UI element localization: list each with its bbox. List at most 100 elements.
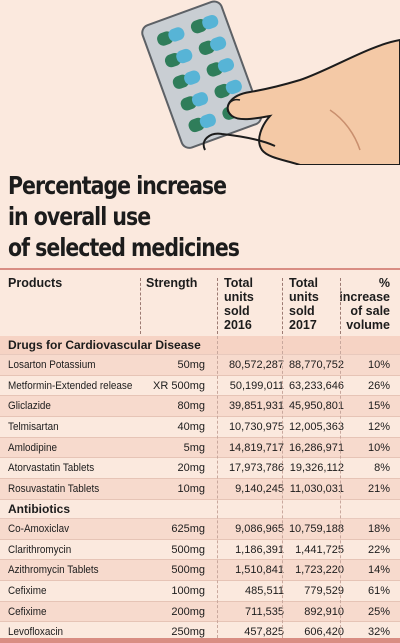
table-row: Azithromycin Tablets 500mg 1,510,841 1,723,… — [0, 560, 400, 581]
cell-sold-2016: 1,186,391 — [235, 543, 284, 556]
cell-sold-2017: 63,233,646 — [288, 379, 344, 392]
header-separator — [340, 278, 341, 334]
header-text: Products — [8, 276, 63, 290]
cell-product: Cefixime — [8, 605, 47, 618]
title-line-1: Percentage increase — [8, 171, 227, 200]
cell-strength: 5mg — [183, 441, 205, 454]
cell-product: Losarton Potassium — [8, 359, 96, 371]
header-text: increase — [339, 290, 390, 304]
header-text: 2017 — [289, 318, 317, 332]
cell-product: Rosuvastatin Tablets — [8, 483, 100, 496]
cell-percent-increase: 15% — [367, 400, 390, 413]
cell-sold-2016: 457,825 — [244, 626, 284, 639]
cell-sold-2016: 10,730,975 — [228, 421, 284, 434]
header-text: Total — [224, 276, 253, 290]
cell-product: Co-Amoxiclav — [8, 522, 70, 535]
header-text: of sale — [350, 304, 390, 318]
cell-product: Amlodipine — [8, 441, 57, 454]
medicines-table: Products Strength Total units sold 2016 Tot… — [0, 268, 400, 643]
header-text: units — [289, 290, 319, 304]
table-header: Products Strength Total units sold 2016 Tot… — [0, 268, 400, 336]
cell-sold-2016: 711,535 — [245, 605, 284, 618]
pill-hand-illustration — [141, 0, 400, 165]
table-row: Metformin-Extended release XR 500mg 50,199… — [0, 376, 400, 397]
capsule-icon — [157, 27, 185, 46]
cell-sold-2017: 1,441,725 — [295, 543, 344, 556]
cell-sold-2017: 16,286,971 — [288, 441, 344, 454]
cell-sold-2017: 779,529 — [304, 584, 344, 597]
cell-percent-increase: 25% — [367, 605, 390, 618]
header-text: sold — [224, 304, 250, 318]
cell-sold-2017: 606,420 — [304, 626, 344, 639]
capsule-icon — [180, 92, 209, 111]
capsule-icon — [214, 79, 242, 99]
section-heading: Antibiotics — [0, 500, 400, 519]
cell-percent-increase: 10% — [367, 441, 390, 454]
header-text: % — [378, 276, 390, 290]
header-text: Strength — [146, 276, 198, 290]
column-divider — [340, 336, 341, 643]
cell-sold-2016: 17,973,786 — [228, 462, 284, 475]
table-row: Co-Amoxiclav 625mg 9,086,965 10,759,188 18% — [0, 518, 400, 540]
cell-percent-increase: 8% — [374, 462, 390, 475]
header-text: sold — [289, 304, 315, 318]
cell-sold-2016: 1,510,841 — [235, 564, 284, 577]
cell-product: Clarithromycin — [8, 543, 72, 556]
header-text: units — [224, 290, 254, 304]
cell-product: Metformin-Extended release — [8, 379, 133, 392]
column-divider — [282, 336, 283, 643]
cell-strength: 625mg — [171, 522, 205, 535]
cell-percent-increase: 26% — [367, 379, 390, 392]
header-separator — [282, 278, 283, 334]
table-row: Rosuvastatin Tablets 10mg 9,140,245 11,030,… — [0, 479, 400, 500]
header-text: Total — [289, 276, 318, 290]
cell-sold-2017: 11,030,031 — [289, 483, 344, 496]
header-percent-increase: % increase of sale volume — [339, 276, 390, 332]
cell-sold-2017: 892,910 — [304, 605, 344, 618]
cell-percent-increase: 32% — [367, 626, 390, 639]
capsule-icon — [190, 14, 219, 34]
cell-strength: 200mg — [171, 605, 205, 618]
header-sold-2017: Total units sold 2017 — [289, 276, 319, 332]
cell-percent-increase: 14% — [367, 564, 390, 577]
table-row: Losarton Potassium 50mg 80,572,287 88,770,7… — [0, 355, 400, 376]
cell-sold-2017: 1,723,220 — [295, 564, 344, 577]
cell-strength: 500mg — [171, 564, 205, 577]
table-body: Drugs for Cardiovascular Disease Losarton… — [0, 336, 400, 643]
cell-strength: 80mg — [177, 400, 205, 413]
section-heading: Drugs for Cardiovascular Disease — [0, 336, 400, 355]
cell-strength: 500mg — [171, 543, 205, 556]
cell-sold-2016: 9,086,965 — [235, 522, 284, 535]
cell-product: Levofloxacin — [8, 626, 64, 639]
cell-sold-2016: 485,511 — [245, 584, 284, 597]
hand-illustration — [202, 38, 400, 165]
table-row: Amlodipine 5mg 14,819,717 16,286,971 10% — [0, 437, 400, 459]
capsule-icon — [206, 58, 235, 77]
cell-sold-2016: 50,199,011 — [229, 379, 284, 392]
cell-strength: 100mg — [171, 584, 205, 597]
table-row: Atorvastatin Tablets 20mg 17,973,786 19,326… — [0, 458, 400, 480]
cell-percent-increase: 21% — [367, 483, 390, 496]
cell-percent-increase: 22% — [367, 543, 390, 556]
cell-percent-increase: 61% — [367, 584, 390, 597]
pill-blister-pack-illustration — [141, 0, 263, 149]
column-divider — [217, 336, 218, 643]
cell-product: Azithromycin Tablets — [8, 564, 99, 577]
header-text: volume — [346, 318, 390, 332]
cell-strength: 250mg — [171, 626, 205, 639]
capsule-icon — [188, 113, 216, 133]
cell-sold-2016: 14,819,717 — [228, 441, 284, 454]
header-separator — [140, 278, 141, 334]
capsule-icon — [172, 70, 201, 89]
cell-sold-2016: 80,572,287 — [228, 359, 284, 371]
cell-percent-increase: 12% — [367, 421, 390, 434]
cell-sold-2017: 19,326,112 — [289, 462, 344, 475]
header-text: 2016 — [224, 318, 252, 332]
chart-title: Percentage increase in overall use of se… — [8, 170, 308, 263]
cell-strength: XR 500mg — [153, 379, 205, 392]
cell-strength: 20mg — [177, 462, 205, 475]
cell-strength: 10mg — [177, 483, 205, 496]
bottom-rule — [0, 638, 400, 643]
cell-sold-2017: 12,005,363 — [288, 421, 344, 434]
cell-sold-2017: 10,759,188 — [288, 522, 344, 535]
